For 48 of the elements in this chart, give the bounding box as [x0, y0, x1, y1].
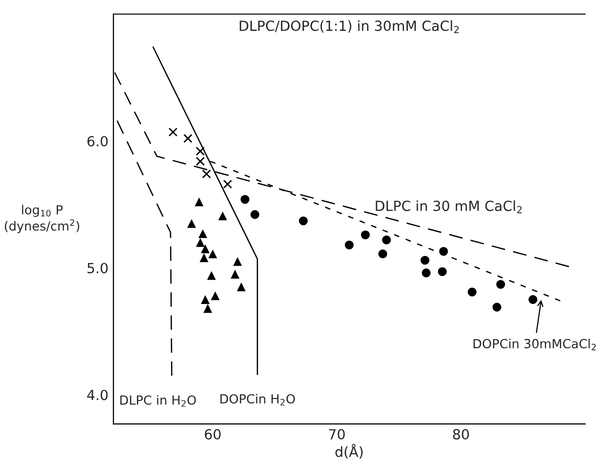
point: [207, 271, 216, 280]
point: [196, 238, 205, 247]
point: [360, 230, 370, 240]
chart-title: DLPC/DOPC(1:1) in 30mM CaCl$_{2}$: [240, 20, 459, 34]
text: DLPC in H$_{2}$O: [120, 395, 196, 407]
point: [194, 197, 204, 206]
point: [183, 134, 192, 143]
point: [196, 156, 205, 166]
text: DOPCin 30mMCaCl$_{2}$: [474, 338, 596, 350]
point: [420, 256, 430, 265]
y-tick-label: 6.0: [87, 136, 108, 146]
point: [528, 295, 538, 304]
x-tick-label: 60: [204, 429, 221, 440]
point: [210, 291, 220, 300]
point: [298, 216, 308, 226]
point: [382, 236, 391, 244]
x-tick-label: 80: [453, 429, 469, 440]
point: [468, 288, 477, 296]
point: [250, 210, 260, 219]
point: [438, 267, 447, 276]
point: [233, 257, 242, 266]
point: [196, 146, 205, 156]
point: [208, 250, 218, 258]
y-axis-title: log$_{10}$ P (dynes/cm$^{2}$): [4, 204, 80, 234]
point: [200, 244, 210, 254]
series-label: DLPC in 30 mM CaCl$_{2}$: [376, 200, 522, 214]
point: [198, 229, 208, 238]
point: [223, 180, 232, 189]
point: [203, 304, 212, 313]
point: [230, 270, 240, 279]
y-tick-label: 4.0: [87, 390, 108, 400]
point: [202, 169, 212, 178]
point: [492, 302, 502, 312]
x-tick-label: 70: [329, 429, 345, 440]
point: [240, 194, 250, 204]
point: [200, 253, 208, 262]
text: DOPCin H$_{2}$O: [220, 394, 295, 406]
point: [236, 282, 246, 292]
point: [168, 128, 178, 137]
point: [496, 280, 506, 289]
y-tick-label: 5.0: [88, 262, 108, 274]
point: [422, 268, 431, 278]
point: [200, 295, 210, 304]
point: [218, 211, 228, 220]
x-axis-title: d(Å): [335, 444, 363, 459]
point: [378, 250, 388, 258]
point: [187, 219, 196, 228]
point: [344, 240, 354, 250]
